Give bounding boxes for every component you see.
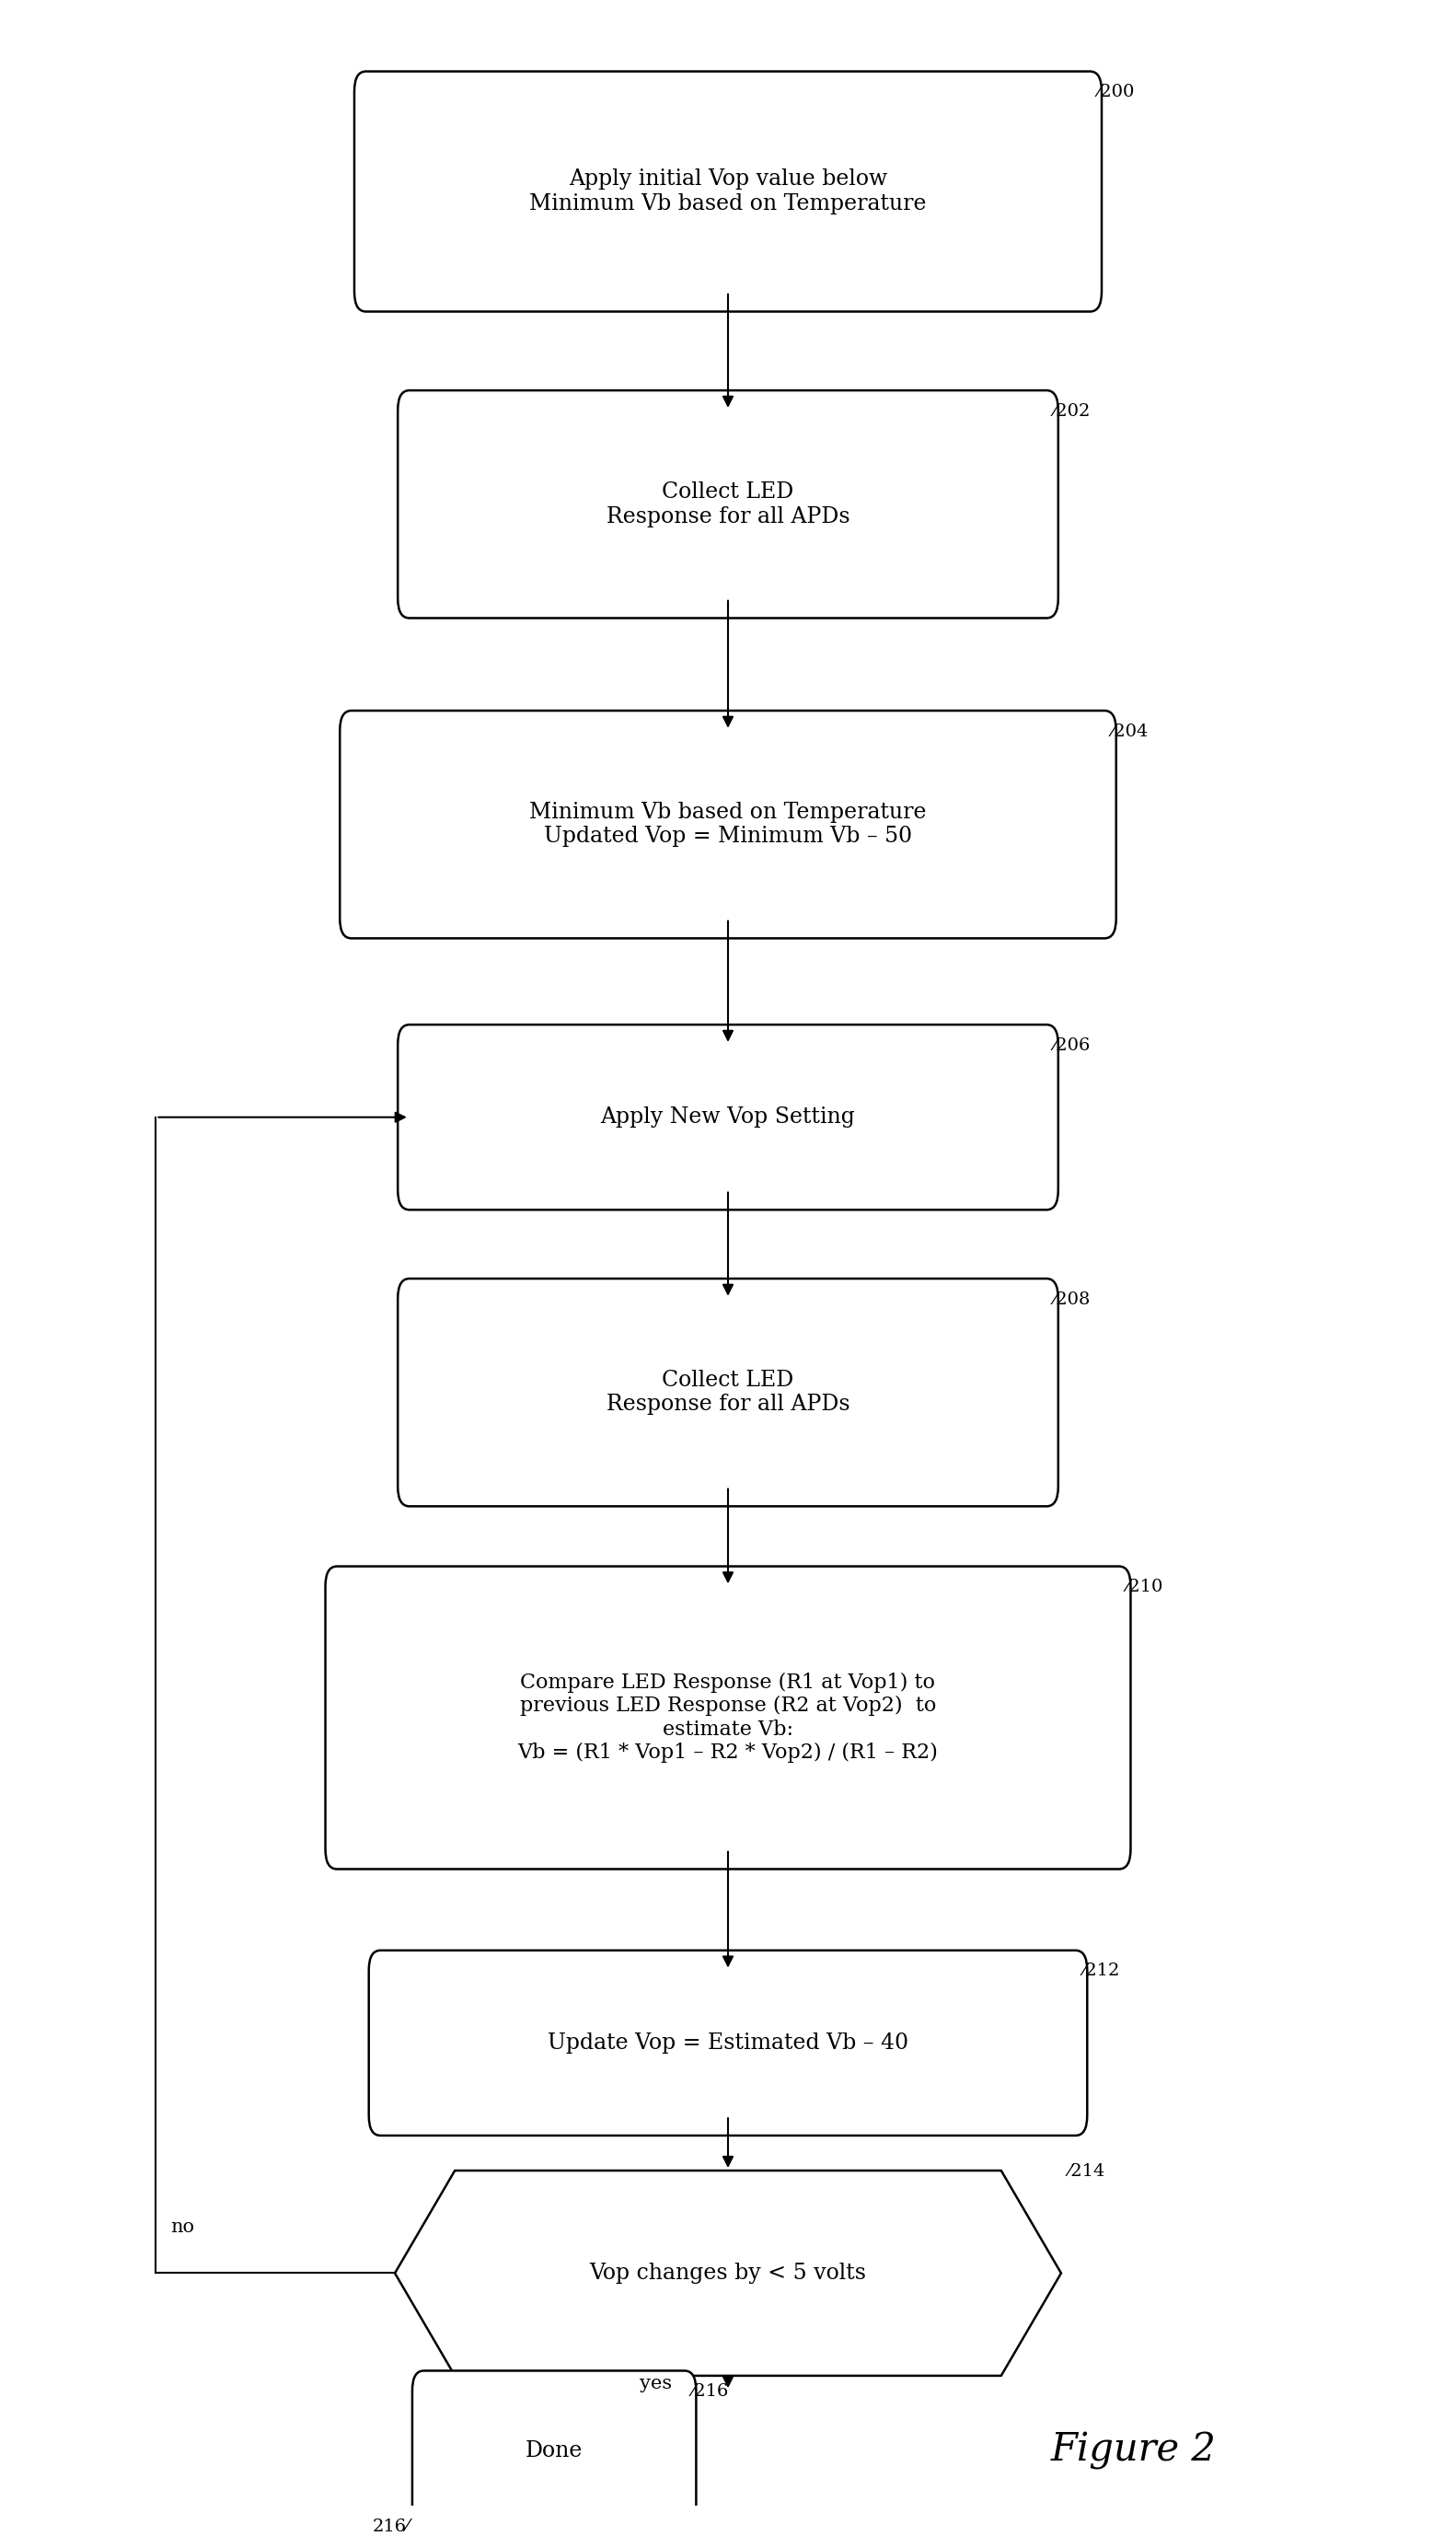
Text: ⁄206: ⁄206 [1054,1037,1091,1055]
Text: ⁄214: ⁄214 [1069,2163,1105,2178]
Text: ⁄208: ⁄208 [1054,1291,1091,1309]
Text: Compare LED Response (R1 at Vop1) to
previous LED Response (R2 at Vop2)  to
esti: Compare LED Response (R1 at Vop1) to pre… [518,1671,938,1763]
Text: Done: Done [526,2440,582,2462]
Text: Minimum Vb based on Temperature
Updated Vop = Minimum Vb – 50: Minimum Vb based on Temperature Updated … [530,801,926,847]
Text: ⁄216: ⁄216 [692,2384,729,2399]
Polygon shape [395,2171,1061,2376]
Text: Vop changes by < 5 volts: Vop changes by < 5 volts [590,2262,866,2285]
Text: ⁄212: ⁄212 [1083,1963,1120,1981]
Text: ⁄204: ⁄204 [1112,723,1149,741]
FancyBboxPatch shape [397,1025,1059,1210]
Text: ⁄200: ⁄200 [1098,84,1134,101]
Text: Collect LED
Response for all APDs: Collect LED Response for all APDs [606,1369,850,1415]
Text: Apply initial Vop value below
Minimum Vb based on Temperature: Apply initial Vop value below Minimum Vb… [530,170,926,216]
Text: no: no [170,2219,194,2237]
FancyBboxPatch shape [397,391,1059,619]
Text: ⁄210: ⁄210 [1127,1580,1163,1595]
Text: Collect LED
Response for all APDs: Collect LED Response for all APDs [606,482,850,527]
FancyBboxPatch shape [368,1950,1088,2135]
Text: yes: yes [639,2374,671,2391]
FancyBboxPatch shape [397,1278,1059,1506]
FancyBboxPatch shape [339,710,1117,938]
Text: Figure 2: Figure 2 [1051,2432,1216,2470]
FancyBboxPatch shape [354,71,1102,312]
Text: Apply New Vop Setting: Apply New Vop Setting [600,1106,856,1129]
FancyBboxPatch shape [412,2371,696,2531]
Text: ⁄202: ⁄202 [1054,403,1091,418]
Text: 216⁄: 216⁄ [373,2518,409,2536]
Text: Update Vop = Estimated Vb – 40: Update Vop = Estimated Vb – 40 [547,2031,909,2054]
FancyBboxPatch shape [325,1567,1131,1869]
